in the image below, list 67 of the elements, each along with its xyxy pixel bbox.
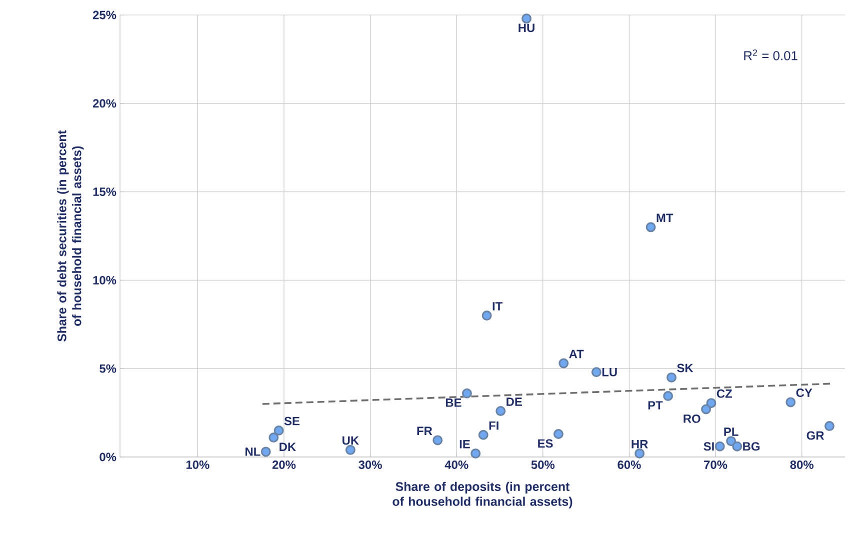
point <box>432 435 443 446</box>
point <box>558 358 569 368</box>
point <box>496 406 506 416</box>
y-axis-title: Share of debt securities (in percent of household financial assets) <box>57 130 84 342</box>
series-label: UK <box>342 436 359 445</box>
series-label: DE <box>506 398 522 406</box>
series-label: SK <box>677 364 694 372</box>
x-tick-label: 30% <box>358 460 382 470</box>
series-label: SI <box>704 442 714 451</box>
series-label: IE <box>460 440 470 448</box>
x-tick-label: 60% <box>618 460 641 469</box>
point <box>470 448 481 458</box>
series-label: PL <box>724 428 738 436</box>
annotation: R$^{2}$ = 0.01 <box>744 49 798 60</box>
x-tick-label: 80% <box>790 460 814 469</box>
series-label: FI <box>489 421 498 430</box>
point <box>726 436 736 446</box>
y-tick-label: 0% <box>100 452 116 462</box>
series-label: NL <box>246 448 260 456</box>
point <box>345 444 356 455</box>
series-label: ES <box>538 439 553 448</box>
point <box>786 397 796 408</box>
series-label: CZ <box>716 389 732 398</box>
point <box>701 404 712 414</box>
series-label: DK <box>280 442 296 451</box>
point <box>646 222 656 232</box>
x-tick-label: 10% <box>186 460 210 469</box>
x-tick-label: 50% <box>531 460 555 469</box>
series-label: GR <box>806 431 824 440</box>
point <box>260 446 271 457</box>
series-label: HR <box>632 440 648 448</box>
y-tick-label: 15% <box>93 188 116 196</box>
series-label: HU <box>518 24 534 32</box>
point <box>482 310 492 321</box>
point <box>591 367 602 378</box>
series-label: AT <box>569 350 584 358</box>
point <box>824 421 834 432</box>
point <box>706 398 716 408</box>
point <box>522 14 532 24</box>
point <box>478 430 488 440</box>
series-label: FR <box>417 426 432 436</box>
series-label: SE <box>284 416 300 426</box>
point <box>553 429 564 440</box>
series-label: CY <box>796 388 812 397</box>
x-tick-label: 70% <box>704 460 728 469</box>
point <box>732 441 742 452</box>
x-tick-label: 40% <box>444 460 468 469</box>
y-tick-label: 10% <box>93 276 116 284</box>
point <box>274 425 284 436</box>
series-label: PT <box>648 401 663 410</box>
y-tick-label: 25% <box>92 10 116 20</box>
series-label: MT <box>656 214 674 222</box>
point <box>268 432 279 443</box>
x-tick-label: 20% <box>272 460 296 469</box>
point <box>666 372 677 382</box>
series-label: LU <box>602 368 617 376</box>
y-tick-label: 20% <box>92 99 116 108</box>
point <box>462 388 472 398</box>
point <box>714 441 725 452</box>
y-tick-label: 5% <box>100 364 116 373</box>
series-label: BE <box>446 398 462 407</box>
x-axis-title: Share of deposits (in percent of household financial assets) <box>392 482 572 508</box>
series-label: BG <box>743 442 760 451</box>
point <box>634 448 645 458</box>
series-label: RO <box>684 414 700 423</box>
series-label: IT <box>492 302 503 310</box>
point <box>663 391 674 402</box>
